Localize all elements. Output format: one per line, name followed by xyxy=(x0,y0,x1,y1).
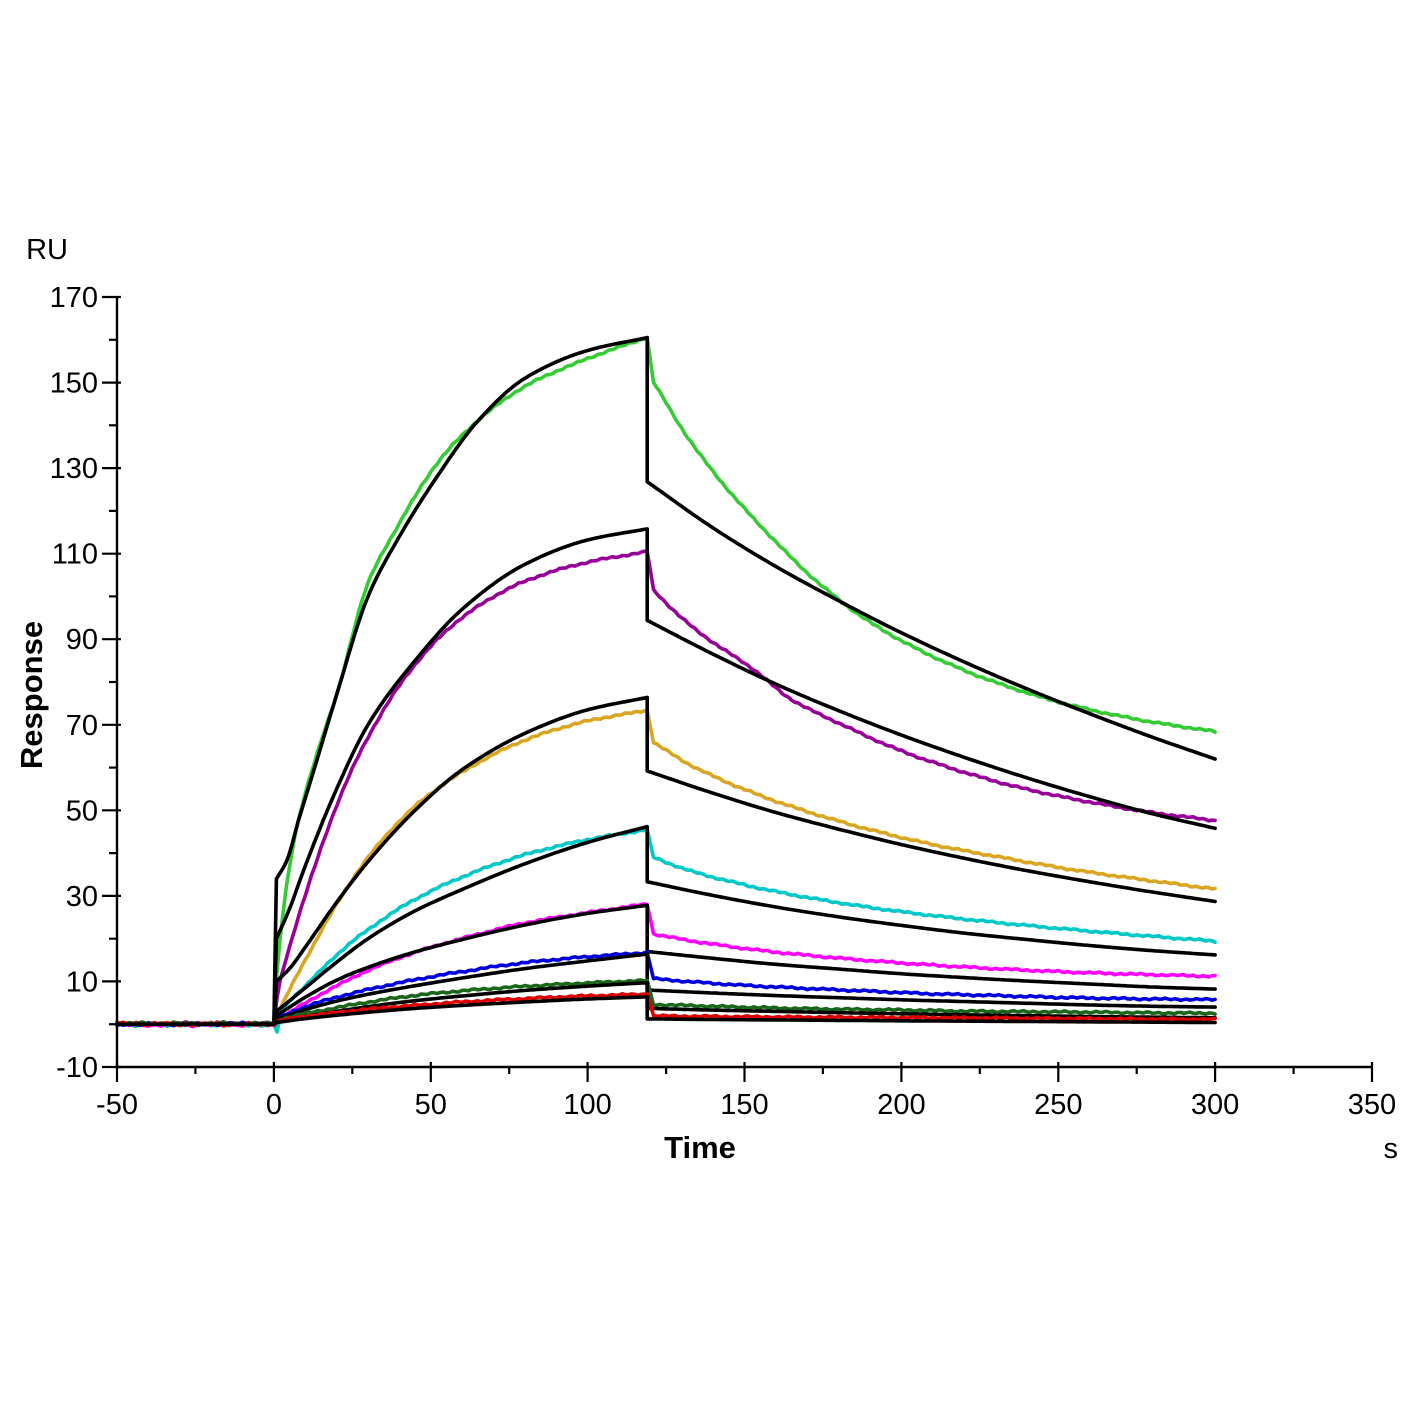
conc-4-measured-curve xyxy=(115,827,1217,1034)
x-tick-label: 150 xyxy=(720,1089,768,1121)
x-tick-label: 200 xyxy=(877,1089,925,1121)
y-tick-label: -10 xyxy=(56,1052,98,1084)
curves xyxy=(115,335,1217,1034)
y-tick-label: 10 xyxy=(66,966,98,998)
x-axis-unit-label: s xyxy=(1384,1133,1399,1165)
y-axis-unit-label: RU xyxy=(26,234,68,266)
conc-2-fit-curve xyxy=(115,527,1217,1026)
conc-4-fit-curve xyxy=(115,824,1217,1026)
conc-5-fit-curve xyxy=(115,903,1217,1026)
y-tick-label: 110 xyxy=(52,539,98,571)
axis-ticks xyxy=(102,295,1374,1082)
conc-8-fit-curve xyxy=(115,995,1217,1026)
conc-1-fit-curve xyxy=(115,335,1217,1026)
conc-7-measured-curve xyxy=(115,978,1217,1028)
conc-6-fit-curve xyxy=(115,952,1217,1026)
x-axis-title: Time xyxy=(664,1130,736,1165)
y-tick-label: 70 xyxy=(66,710,98,742)
y-tick-label: 170 xyxy=(50,282,98,314)
x-tick-label: 100 xyxy=(563,1089,611,1121)
conc-3-fit-curve xyxy=(115,695,1217,1026)
conc-8-measured-curve xyxy=(115,992,1217,1028)
conc-2-measured-curve xyxy=(115,549,1217,1028)
axis-tick-labels: -50 0 50 100 150 200 250 300 350 170 150 130 110 90 70… xyxy=(50,282,1397,1121)
conc-6-measured-curve xyxy=(115,950,1217,1028)
conc-3-measured-curve xyxy=(115,708,1217,1028)
x-tick-label: 250 xyxy=(1034,1089,1082,1121)
conc-7-fit-curve xyxy=(115,980,1217,1026)
y-tick-label: 150 xyxy=(50,368,98,400)
y-tick-label: 90 xyxy=(66,624,98,656)
y-axis-title: Response xyxy=(14,621,49,769)
conc-5-measured-curve xyxy=(115,902,1217,1029)
x-tick-label: 300 xyxy=(1191,1089,1239,1121)
y-tick-label: 50 xyxy=(66,795,98,827)
x-tick-label: -50 xyxy=(96,1089,138,1121)
axes: -50 0 50 100 150 200 250 300 350 170 150 130 110 90 70… xyxy=(50,282,1397,1121)
y-tick-label: 30 xyxy=(66,881,98,913)
x-tick-label: 50 xyxy=(415,1089,447,1121)
x-tick-label: 350 xyxy=(1348,1089,1396,1121)
x-tick-label: 0 xyxy=(266,1089,282,1121)
y-tick-label: 130 xyxy=(50,453,98,485)
